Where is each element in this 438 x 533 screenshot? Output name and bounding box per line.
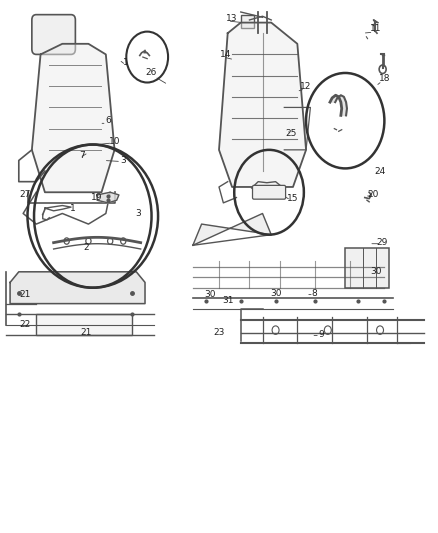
- Bar: [36, 314, 132, 335]
- Bar: [241, 14, 254, 28]
- Text: 23: 23: [213, 328, 225, 337]
- Text: 22: 22: [20, 320, 31, 329]
- Text: 13: 13: [226, 14, 238, 23]
- Text: 25: 25: [285, 130, 297, 139]
- Text: 8: 8: [312, 288, 318, 297]
- Text: 31: 31: [222, 296, 233, 305]
- Polygon shape: [97, 192, 119, 203]
- Text: 21: 21: [20, 289, 31, 298]
- Polygon shape: [10, 272, 145, 304]
- Text: 21: 21: [81, 328, 92, 337]
- Text: 6: 6: [105, 116, 111, 125]
- Bar: [345, 248, 389, 288]
- Text: 27: 27: [20, 190, 31, 199]
- Text: 30: 30: [370, 268, 381, 276]
- Text: 20: 20: [368, 190, 379, 199]
- Text: 1: 1: [71, 204, 76, 213]
- FancyBboxPatch shape: [253, 185, 286, 199]
- FancyBboxPatch shape: [32, 14, 75, 54]
- Text: 3: 3: [120, 156, 126, 165]
- Text: 1: 1: [123, 58, 128, 67]
- Text: 2: 2: [84, 244, 89, 253]
- Text: 30: 30: [205, 289, 216, 298]
- Text: 12: 12: [300, 82, 312, 91]
- Polygon shape: [330, 95, 347, 115]
- Text: 29: 29: [377, 238, 388, 247]
- Polygon shape: [219, 22, 306, 187]
- Text: 10: 10: [109, 138, 120, 147]
- Text: 11: 11: [370, 25, 381, 34]
- Text: 19: 19: [92, 193, 103, 202]
- Text: 7: 7: [79, 151, 85, 160]
- Text: 18: 18: [378, 74, 390, 83]
- Text: 15: 15: [287, 194, 299, 203]
- Polygon shape: [32, 44, 115, 192]
- Text: 14: 14: [220, 50, 231, 59]
- Text: 26: 26: [146, 68, 157, 77]
- Text: 3: 3: [136, 209, 141, 218]
- Text: 30: 30: [270, 288, 281, 297]
- Polygon shape: [193, 214, 271, 245]
- Text: 9: 9: [318, 330, 324, 339]
- Text: 24: 24: [374, 166, 385, 175]
